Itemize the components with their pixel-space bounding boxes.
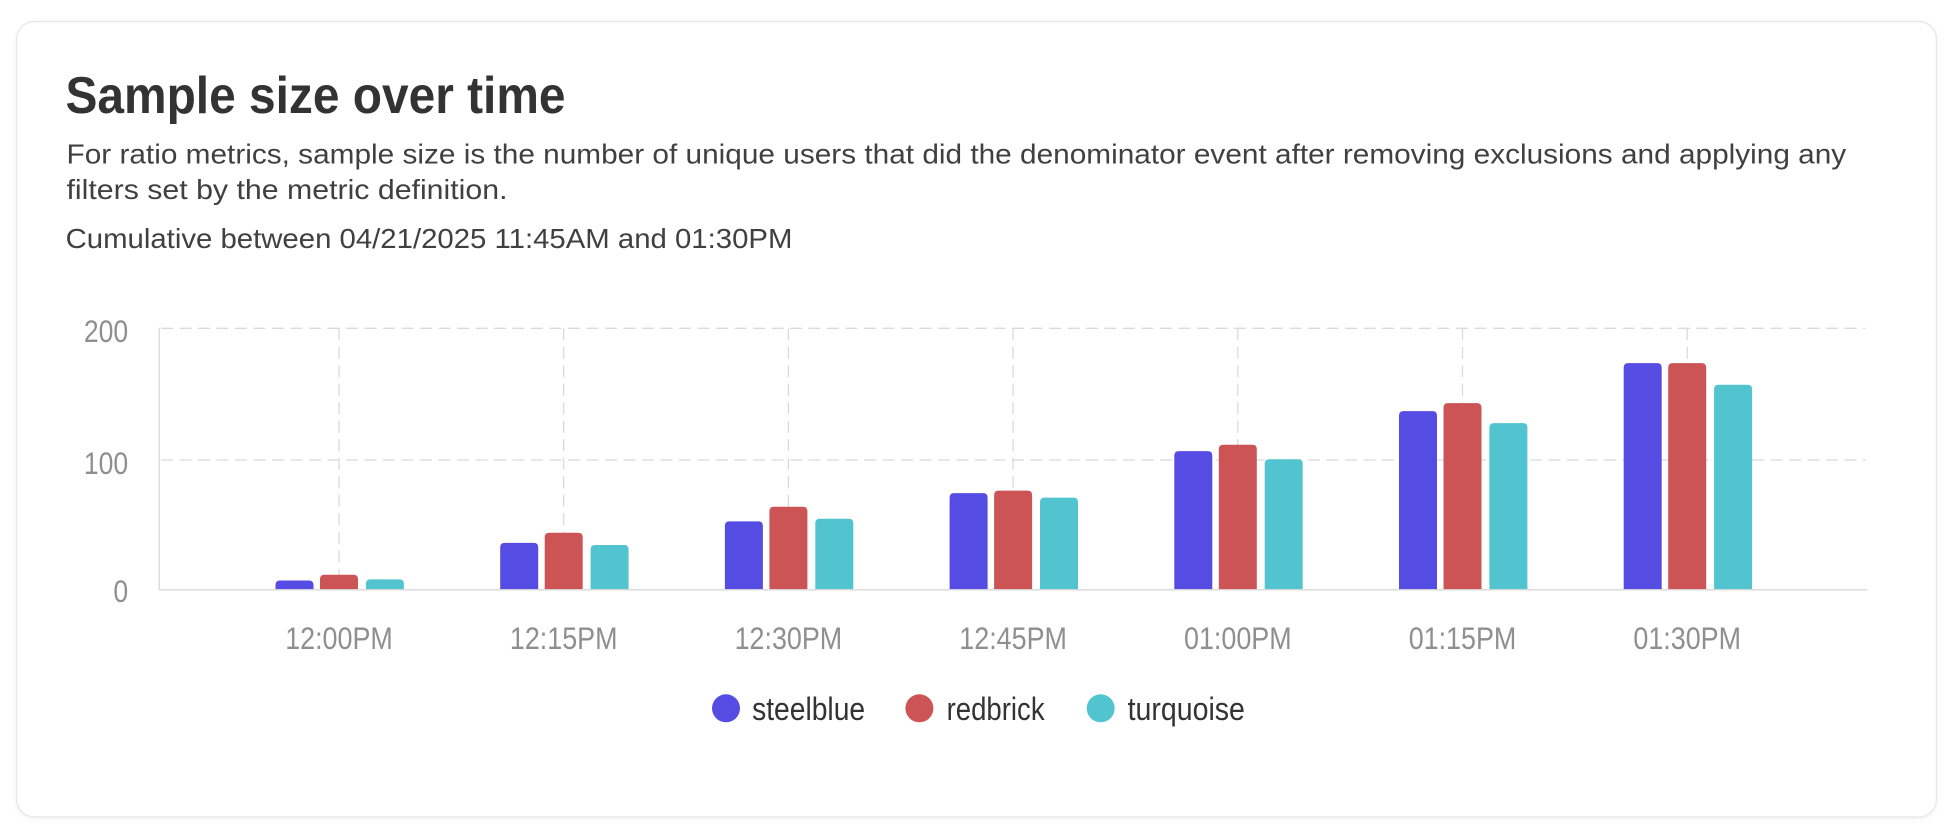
svg-text:Sample size over time: Sample size over time (66, 67, 566, 125)
svg-text:12:45PM: 12:45PM (959, 620, 1067, 656)
svg-text:Cumulative between 04/21/2025: Cumulative between 04/21/2025 11:45AM an… (66, 223, 793, 254)
svg-text:redbrick: redbrick (947, 691, 1046, 727)
svg-text:0: 0 (113, 573, 128, 609)
svg-text:turquoise: turquoise (1128, 691, 1245, 727)
svg-text:12:00PM: 12:00PM (285, 620, 393, 656)
svg-text:100: 100 (84, 445, 128, 481)
svg-text:01:00PM: 01:00PM (1184, 620, 1292, 656)
svg-text:200: 200 (84, 313, 128, 349)
svg-text:01:30PM: 01:30PM (1633, 620, 1741, 656)
svg-text:filters set by the metric defi: filters set by the metric definition. (67, 174, 508, 205)
svg-text:12:30PM: 12:30PM (735, 620, 843, 656)
svg-text:12:15PM: 12:15PM (510, 620, 618, 656)
svg-text:For ratio metrics, sample size: For ratio metrics, sample size is the nu… (67, 138, 1847, 169)
svg-text:steelblue: steelblue (752, 691, 865, 727)
svg-text:01:15PM: 01:15PM (1409, 620, 1517, 656)
